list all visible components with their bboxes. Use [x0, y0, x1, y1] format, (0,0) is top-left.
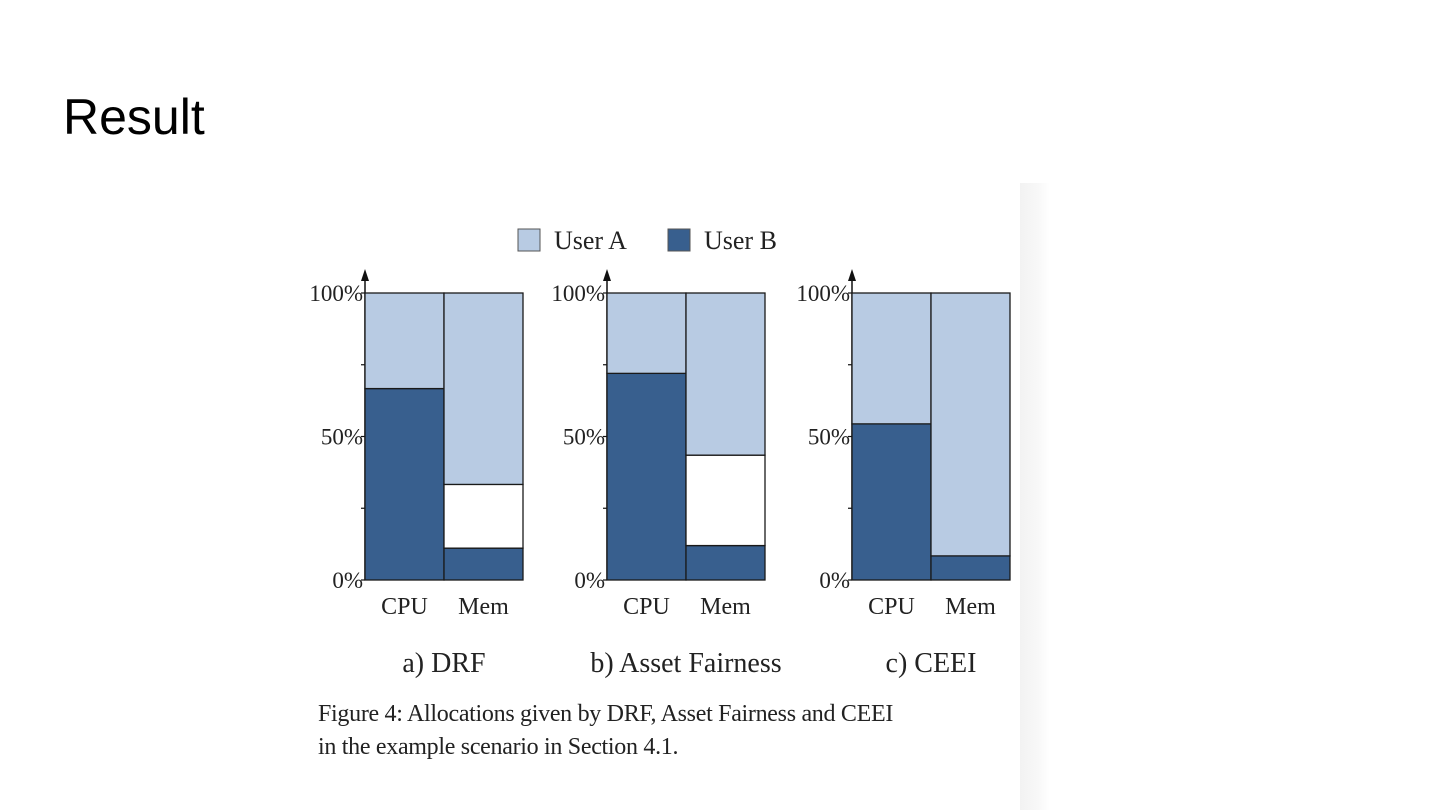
x-tick-label: Mem: [458, 594, 509, 620]
bar-segment-user-a: [851, 292, 932, 425]
legend-swatch-user-b: [667, 228, 691, 252]
slide-title: Result: [63, 89, 205, 145]
side-strip: [1020, 183, 1050, 810]
bar-segment-user-b: [364, 387, 445, 581]
y-axis-arrow: [361, 269, 369, 281]
y-tick-label: 50%: [808, 425, 850, 450]
panel-title: a) DRF: [402, 648, 485, 679]
x-tick-label: Mem: [700, 594, 751, 620]
bar-segment-user-b: [851, 423, 932, 581]
y-tick-label: 0%: [819, 568, 850, 593]
y-tick-label: 100%: [551, 281, 605, 306]
bar-segment-user-a: [364, 292, 445, 390]
figure: User A User B 0% 50% 100% CPU Mem a) DRF 0% 50% 10…: [290, 183, 1050, 810]
bar-segment-user-a: [930, 292, 1011, 557]
bar-segment-user-a: [606, 292, 687, 375]
legend-label-user-b: User B: [704, 226, 777, 255]
y-tick-label: 50%: [321, 425, 363, 450]
bar-segment-user-b: [930, 555, 1011, 581]
x-tick-label: CPU: [868, 594, 915, 620]
y-tick-label: 0%: [332, 568, 363, 593]
panel-title: c) CEEI: [886, 648, 977, 679]
figure-caption: Figure 4: Allocations given by DRF, Asse…: [318, 698, 1038, 764]
bar-segment-user-b: [443, 547, 524, 581]
y-tick-label: 50%: [563, 425, 605, 450]
y-tick-label: 100%: [796, 281, 850, 306]
x-tick-label: CPU: [623, 594, 670, 620]
bar-segment-user-b: [685, 544, 766, 581]
bar-segment-user-a: [685, 292, 766, 456]
bar-segment-user-b: [606, 372, 687, 581]
bar-segment-unallocated: [443, 483, 524, 549]
caption-line-1: Figure 4: Allocations given by DRF, Asse…: [318, 701, 894, 727]
allocation-chart: User A User B 0% 50% 100% CPU Mem a) DRF 0% 50% 10…: [309, 226, 1011, 679]
y-tick-label: 100%: [309, 281, 363, 306]
x-tick-label: Mem: [945, 594, 996, 620]
bar-segment-unallocated: [685, 454, 766, 547]
legend-label-user-a: User A: [554, 226, 627, 255]
y-axis-arrow: [848, 269, 856, 281]
caption-line-2: in the example scenario in Section 4.1.: [318, 734, 679, 760]
x-tick-label: CPU: [381, 594, 428, 620]
legend-swatch-user-a: [517, 228, 541, 252]
y-axis-arrow: [603, 269, 611, 281]
bar-segment-user-a: [443, 292, 524, 486]
panel-title: b) Asset Fairness: [590, 648, 781, 679]
y-tick-label: 0%: [574, 568, 605, 593]
